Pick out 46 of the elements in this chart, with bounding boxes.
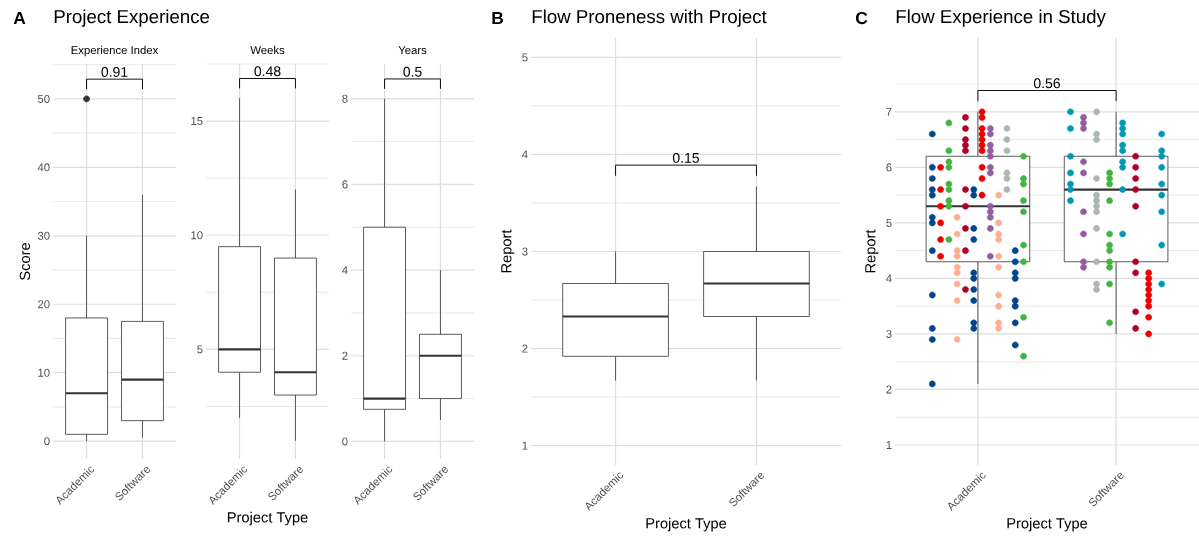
y-axis-title: Report: [501, 229, 515, 273]
y-tick-label: 0: [44, 437, 50, 446]
y-tick-label: 3: [886, 329, 892, 338]
y-tick-label: 2: [342, 351, 348, 360]
y-tick-label: 1: [886, 441, 892, 449]
y-axis-title: Score: [19, 242, 31, 280]
chart-title: Project Experience: [54, 9, 210, 27]
text: C: [855, 11, 868, 25]
y-tick-label: 10: [191, 231, 203, 240]
y-tick-label: 50: [37, 94, 50, 103]
y-tick-label: 40: [37, 163, 50, 172]
y-tick-label: 4: [342, 266, 348, 274]
y-tick-label: 10: [38, 368, 50, 377]
y-tick-label: 1: [522, 441, 528, 450]
annotation: 0.48: [254, 66, 281, 77]
annotation: 0.5: [403, 66, 422, 77]
y-tick-label: 5: [522, 53, 528, 62]
annotation: 0.56: [1033, 78, 1061, 89]
x-axis-title: Project Type: [227, 511, 308, 526]
y-tick-label: 6: [342, 180, 348, 189]
x-axis-title: Project Type: [1007, 517, 1088, 532]
y-tick-label: 0: [342, 437, 348, 446]
chart-title: Flow Experience in Study: [896, 9, 1106, 27]
y-tick-label: 15: [191, 117, 203, 126]
chart-title: Flow Proneness with Project: [532, 9, 767, 27]
y-axis-title: Report: [865, 229, 879, 273]
y-tick-label: 7: [886, 107, 892, 116]
y-tick-label: 2: [522, 344, 528, 353]
y-tick-label: 8: [342, 94, 348, 103]
y-tick-label: 4: [522, 150, 528, 159]
x-axis-title: Project Type: [646, 517, 727, 532]
y-tick-label: 6: [886, 163, 892, 172]
y-tick-label: 3: [522, 247, 528, 256]
chart-subtitle: Years: [398, 46, 427, 55]
text: B: [492, 12, 504, 24]
y-tick-label: 5: [197, 345, 203, 354]
y-tick-label: 5: [886, 218, 892, 227]
y-tick-label: 20: [38, 300, 50, 309]
annotation: 0.91: [101, 66, 128, 77]
y-tick-label: 30: [37, 231, 50, 240]
y-tick-label: 4: [886, 274, 892, 283]
chart-subtitle: Experience Index: [71, 45, 159, 57]
chart-subtitle: Weeks: [250, 45, 285, 55]
annotation: 0.15: [672, 152, 700, 163]
y-tick-label: 2: [886, 385, 892, 394]
text: A: [13, 12, 26, 24]
